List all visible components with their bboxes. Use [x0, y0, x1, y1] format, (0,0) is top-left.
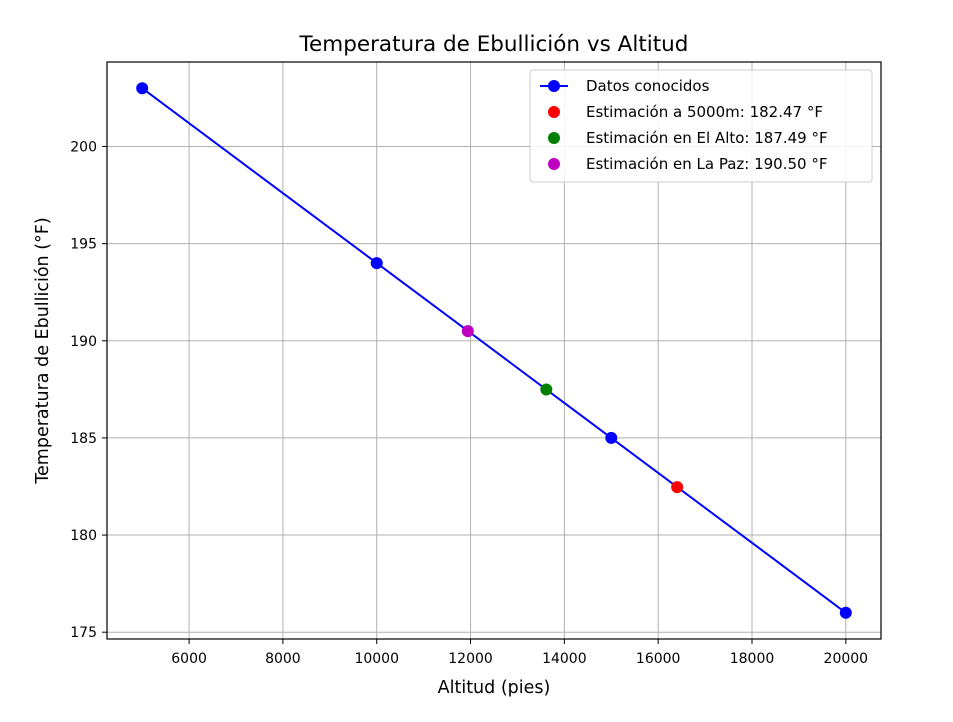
data-point: [136, 82, 149, 95]
x-axis-label: Altitud (pies): [438, 678, 551, 698]
x-tick-label: 12000: [448, 651, 493, 667]
data-point: [605, 431, 618, 444]
legend-label: Estimación en El Alto: 187.49 °F: [586, 129, 828, 147]
data-point: [671, 481, 684, 494]
y-tick-label: 200: [70, 140, 97, 156]
legend: Datos conocidos Estimación a 5000m: 182.4…: [529, 69, 873, 183]
data-point: [839, 606, 852, 619]
y-tick-label: 190: [70, 334, 97, 350]
chart-title: Temperatura de Ebullición vs Altitud: [299, 32, 689, 57]
legend-label: Datos conocidos: [586, 77, 710, 95]
series-line: [141, 87, 847, 614]
data-point: [461, 325, 474, 338]
x-tick-label: 8000: [265, 651, 301, 667]
x-tick-label: 20000: [824, 651, 869, 667]
y-tick-label: 185: [70, 431, 97, 447]
legend-box: [529, 69, 873, 183]
x-tick-label: 16000: [636, 651, 681, 667]
x-tick-label: 14000: [542, 651, 587, 667]
x-tick-label: 6000: [171, 651, 207, 667]
legend-label: Estimación a 5000m: 182.47 °F: [586, 103, 823, 121]
y-tick-label: 180: [70, 528, 97, 544]
y-axis-label: Temperatura de Ebullición (°F): [33, 217, 53, 484]
legend-marker: [548, 106, 560, 118]
data-point: [540, 383, 553, 396]
x-tick-label: 10000: [354, 651, 399, 667]
y-tick-label: 175: [70, 625, 97, 641]
legend-marker: [548, 158, 560, 170]
plot-frame: [106, 61, 882, 640]
y-tick-label: 195: [70, 237, 97, 253]
x-tick-label: 18000: [730, 651, 775, 667]
ticks: 6000 8000 10000 12000 14000 16000 18000 20000 17…: [70, 140, 868, 667]
legend-label: Estimación en La Paz: 190.50 °F: [586, 155, 827, 173]
data-point: [370, 257, 383, 270]
legend-marker: [548, 132, 560, 144]
series-layer: [136, 82, 852, 619]
legend-marker: [548, 80, 560, 92]
